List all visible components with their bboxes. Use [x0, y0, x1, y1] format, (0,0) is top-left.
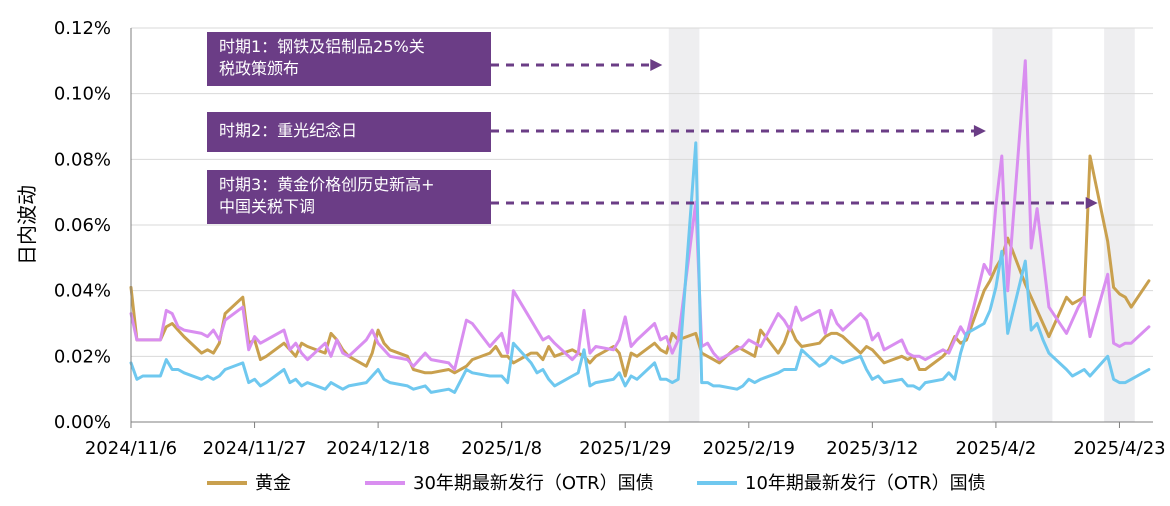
- annotation-text: 中国关税下调: [219, 197, 316, 216]
- series-line-1: [129, 154, 1151, 378]
- x-tick-label: 2024/11/6: [85, 438, 177, 459]
- annotation-box-1: 时期1：钢铁及铝制品25%关 税政策颁布: [207, 32, 491, 86]
- x-tick-label: 2025/2/19: [703, 438, 795, 459]
- x-tick-label: 2025/4/2: [955, 438, 1036, 459]
- series-line-3: [129, 141, 1151, 394]
- legend-label-1: 黄金: [255, 473, 291, 494]
- y-tick-label: 0.04%: [54, 281, 111, 302]
- annotation-text: 时期1：钢铁及铝制品25%关: [219, 37, 425, 56]
- grid-lines: [131, 27, 1153, 357]
- y-tick-label: 0.06%: [54, 215, 111, 236]
- series-lines: [129, 59, 1151, 394]
- y-tick-label: 0.12%: [54, 18, 111, 39]
- annotation-arrowhead-3: [1085, 197, 1098, 209]
- x-tick-label: 2024/11/27: [203, 438, 307, 459]
- x-tick-label: 2024/12/18: [326, 438, 430, 459]
- x-tick-label: 2025/1/8: [461, 438, 542, 459]
- y-axis-label: 日内波动: [15, 185, 39, 265]
- y-tick-label: 0.10%: [54, 84, 111, 105]
- annotation-arrowhead-1: [650, 59, 663, 71]
- annotation-text: 时期2：重光纪念日: [219, 121, 358, 140]
- annotation-box-2: 时期2：重光纪念日: [207, 112, 491, 152]
- annotation-text: 时期3：黄金价格创历史新高+: [219, 175, 435, 194]
- x-tick-label: 2025/1/29: [579, 438, 671, 459]
- y-tick-label: 0.00%: [54, 412, 111, 433]
- annotation-box-3: 时期3：黄金价格创历史新高+ 中国关税下调: [207, 170, 491, 224]
- legend-label-2: 30年期最新发行（OTR）国债: [413, 473, 654, 494]
- legend: 黄金 30年期最新发行（OTR）国债 10年期最新发行（OTR）国债: [207, 473, 986, 494]
- annotation-arrows: [491, 59, 1098, 209]
- y-tick-label: 0.02%: [54, 346, 111, 367]
- annotation-arrowhead-2: [973, 125, 986, 137]
- y-tick-label: 0.08%: [54, 149, 111, 170]
- legend-label-3: 10年期最新发行（OTR）国债: [745, 473, 986, 494]
- axes: 0.00% 0.02% 0.04% 0.06% 0.08% 0.10% 0.12% 2024/…: [15, 18, 1166, 459]
- annotation-text: 税政策颁布: [219, 59, 300, 78]
- series-line-2: [129, 59, 1151, 371]
- x-tick-label: 2025/4/23: [1073, 438, 1165, 459]
- x-tick-label: 2025/3/12: [826, 438, 918, 459]
